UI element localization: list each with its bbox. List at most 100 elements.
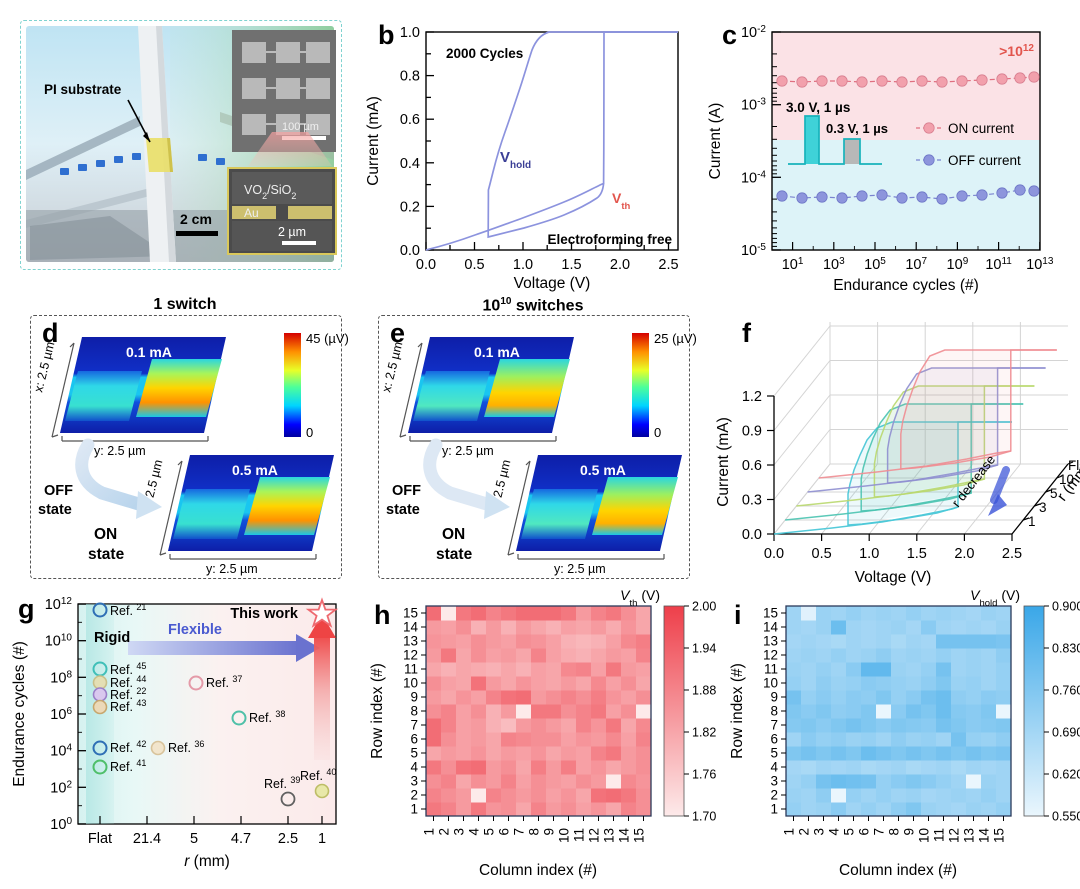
- heatmap-cell: [801, 732, 817, 747]
- heatmap-cell: [981, 704, 997, 719]
- heatmap-cell: [621, 732, 637, 747]
- heatmap-cell: [606, 774, 622, 789]
- panel-e-title-exp: 10: [500, 296, 512, 307]
- pi-substrate-annotation: PI substrate: [44, 82, 122, 97]
- heatmap-cell: [636, 802, 652, 817]
- heatmap-cell: [576, 620, 592, 635]
- svg-text:104: 104: [50, 742, 72, 760]
- heatmap-cell: [981, 788, 997, 803]
- svg-text:10-5: 10-5: [741, 242, 766, 260]
- heatmap-cell: [951, 606, 967, 621]
- panel-a-inset-sem-scalebar-label: 100 µm: [282, 121, 319, 133]
- heatmap-cell: [516, 788, 532, 803]
- heatmap-cell: [561, 676, 577, 691]
- col-tick-label: 13: [962, 828, 977, 843]
- heatmap-cell: [621, 690, 637, 705]
- heatmap-cell: [426, 690, 442, 705]
- heatmap-cell: [801, 704, 817, 719]
- heatmap-cell: [936, 662, 952, 677]
- panel-d-colorbar-min: 0: [306, 425, 313, 440]
- heatmap-cell: [966, 718, 982, 733]
- heatmap-cell: [561, 746, 577, 761]
- heatmap-cell: [561, 634, 577, 649]
- heatmap-cell: [801, 620, 817, 635]
- heatmap-cell: [996, 676, 1012, 691]
- heatmap-cell: [966, 760, 982, 775]
- panel-d-off-state-line1: OFF: [44, 483, 73, 499]
- col-tick-label: 2: [437, 828, 452, 836]
- svg-text:108: 108: [50, 669, 72, 687]
- heatmap-cell: [861, 676, 877, 691]
- heatmap-cell: [546, 732, 562, 747]
- heatmap-cell: [801, 662, 817, 677]
- heatmap-cell: [831, 690, 847, 705]
- row-tick-label: 8: [410, 704, 418, 719]
- panel-g-this-work-arrow: [308, 614, 336, 760]
- panel-b-yticklabels: 0.0 0.2 0.4 0.6 0.8 1.0: [400, 25, 420, 259]
- svg-text:1012: 1012: [45, 596, 73, 614]
- heatmap-cell: [906, 648, 922, 663]
- heatmap-cell: [831, 606, 847, 621]
- panel-d-map2-y-axis: y: 2.5 µm: [206, 562, 258, 576]
- col-tick-label: 4: [827, 828, 842, 836]
- heatmap-cell: [561, 802, 577, 817]
- heatmap-cell: [996, 634, 1012, 649]
- svg-text:10-2: 10-2: [741, 24, 766, 42]
- heatmap-cell: [471, 774, 487, 789]
- heatmap-cell: [636, 620, 652, 635]
- heatmap-cell: [996, 788, 1012, 803]
- heatmap-cell: [441, 634, 457, 649]
- heatmap-cell: [801, 774, 817, 789]
- heatmap-cell: [471, 634, 487, 649]
- heatmap-cell: [861, 718, 877, 733]
- heatmap-cell: [921, 676, 937, 691]
- heatmap-cell: [546, 774, 562, 789]
- heatmap-cell: [951, 704, 967, 719]
- panel-i-xaxis-label: Column index (#): [839, 862, 957, 879]
- panel-e-on-state-line2: state: [436, 546, 473, 563]
- heatmap-cell: [801, 634, 817, 649]
- heatmap-cell: [486, 634, 502, 649]
- heatmap-cell: [966, 662, 982, 677]
- heatmap-cell: [921, 662, 937, 677]
- heatmap-cell: [876, 676, 892, 691]
- heatmap-cell: [516, 634, 532, 649]
- col-tick-label: 11: [932, 828, 947, 842]
- heatmap-cell: [591, 788, 607, 803]
- panel-d-colorbar: 45 (µV) 0: [284, 331, 349, 440]
- heatmap-cell: [501, 774, 517, 789]
- heatmap-cell: [861, 788, 877, 803]
- heatmap-cell: [591, 634, 607, 649]
- heatmap-cell: [876, 746, 892, 761]
- heatmap-cell: [606, 732, 622, 747]
- heatmap-cell: [426, 788, 442, 803]
- svg-text:0.6: 0.6: [400, 112, 420, 128]
- heatmap-cell: [981, 774, 997, 789]
- col-tick-label: 5: [482, 828, 497, 836]
- colorbar-tick-label: 1.70: [692, 810, 716, 824]
- heatmap-cell: [846, 620, 862, 635]
- panel-g-rigid-label: Rigid: [94, 630, 130, 646]
- heatmap-cell: [456, 690, 472, 705]
- heatmap-cell: [906, 802, 922, 817]
- heatmap-cell: [546, 606, 562, 621]
- heatmap-cell: [501, 620, 517, 635]
- heatmap-cell: [786, 718, 802, 733]
- heatmap-cell: [936, 634, 952, 649]
- heatmap-cell: [831, 620, 847, 635]
- panel-g-this-work-label: This work: [230, 606, 299, 622]
- heatmap-cell: [516, 704, 532, 719]
- heatmap-cell: [936, 802, 952, 817]
- svg-text:2.0: 2.0: [954, 546, 974, 562]
- heatmap-cell: [891, 760, 907, 775]
- heatmap-cell: [501, 746, 517, 761]
- heatmap-cell: [936, 690, 952, 705]
- heatmap-cell: [546, 662, 562, 677]
- svg-text:0.6: 0.6: [742, 458, 762, 474]
- row-tick-label: 11: [404, 662, 418, 677]
- heatmap-cell: [606, 746, 622, 761]
- heatmap-cell: [471, 746, 487, 761]
- heatmap-cell: [816, 774, 832, 789]
- heatmap-cell: [516, 760, 532, 775]
